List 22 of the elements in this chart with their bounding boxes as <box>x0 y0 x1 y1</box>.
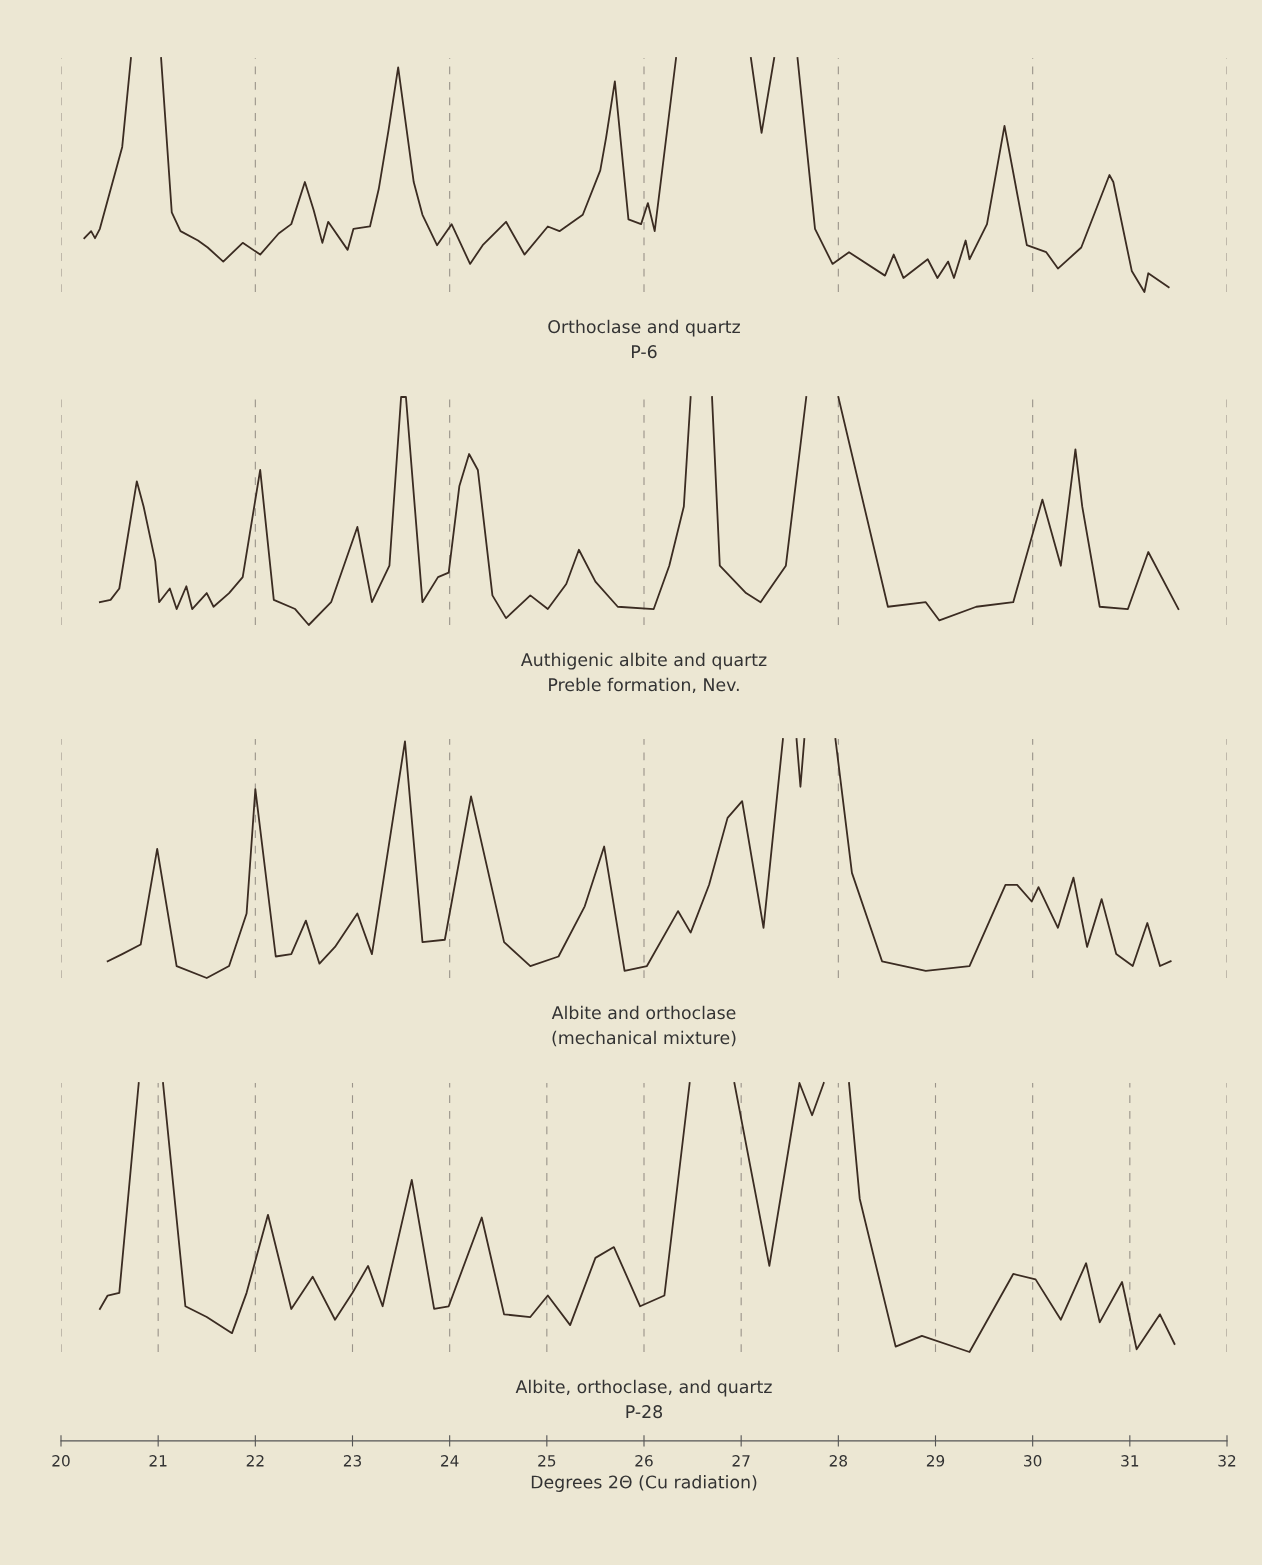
x-tick-label: 28 <box>829 1455 848 1467</box>
x-tick-label: 21 <box>149 1455 167 1467</box>
x-tick-label: 22 <box>246 1455 264 1467</box>
x-tick-label: 32 <box>1218 1455 1236 1467</box>
x-tick-label: 30 <box>1024 1455 1042 1467</box>
text: Preble formation, Nev. <box>549 677 739 693</box>
text: Orthoclase and quartz <box>548 319 740 337</box>
x-tick-label: 27 <box>732 1455 750 1467</box>
text: Authigenic albite and quartz <box>520 652 767 670</box>
text: Albite, orthoclase, and quartz <box>515 1379 772 1397</box>
x-axis-title: Degrees 2Θ (Cu radiation) <box>531 1475 757 1492</box>
text: (mechanical mixture) <box>552 1030 736 1047</box>
x-tick-label: 20 <box>52 1455 70 1467</box>
text: Albite and orthoclase <box>551 1005 736 1020</box>
text: P-28 <box>626 1405 663 1419</box>
x-tick-label: 29 <box>926 1455 945 1467</box>
x-tick-label: 24 <box>441 1455 459 1467</box>
x-tick-label: 25 <box>538 1455 556 1467</box>
x-tick-label: 23 <box>343 1455 361 1467</box>
x-tick-label: 31 <box>1121 1455 1139 1467</box>
text: P-6 <box>632 345 657 359</box>
x-tick-label: 26 <box>635 1455 653 1467</box>
